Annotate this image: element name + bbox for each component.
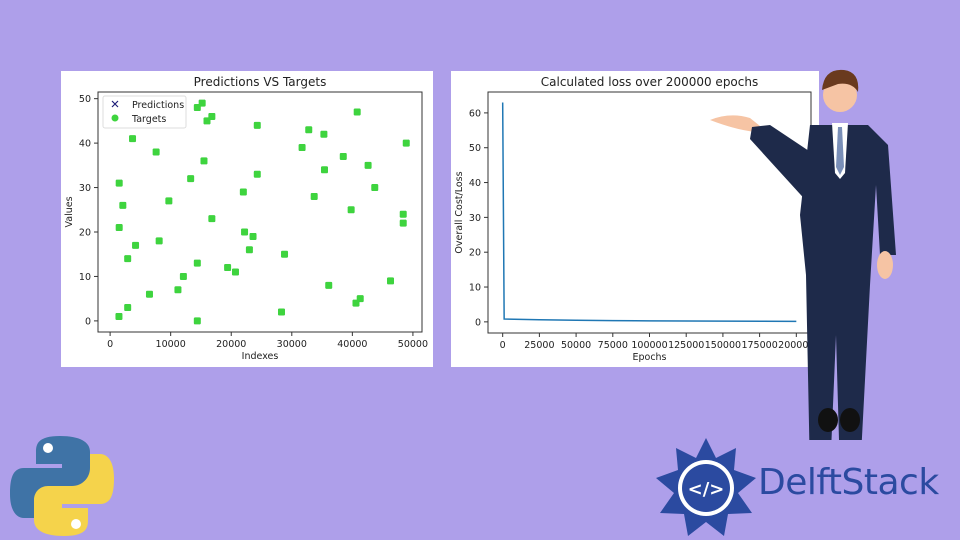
target-point [320,166,328,174]
x-tick-label: 0 [500,340,506,351]
target-point [399,219,407,227]
target-point [241,228,249,236]
chart-title: Predictions VS Targets [194,75,327,89]
target-point [305,126,313,134]
y-tick-label: 40 [79,139,91,150]
target-point [281,250,289,258]
x-tick-label: 125000 [668,340,704,351]
loss-chart: 0 25000 50000 75000 100000 125000 150000 175000… [454,75,814,363]
x-axis-label: Epochs [632,352,666,363]
loss-line [501,102,797,323]
presenter-illustration [710,69,896,440]
y-tick-label: 10 [469,283,481,294]
target-point [119,201,127,209]
chart-title: Calculated loss over 200000 epochs [541,75,758,89]
x-axis-label: Indexes [242,351,279,362]
y-axis-label: Values [64,196,75,227]
target-point [310,192,318,200]
scatter-chart: 0 10000 20000 30000 40000 50000 0 10 20 30 40 50 Pre… [64,75,428,362]
target-point [253,170,261,178]
target-point [320,130,328,138]
target-point [245,246,253,254]
y-tick-label: 30 [469,213,481,224]
target-point [193,259,201,267]
x-tick-label: 150000 [705,340,741,351]
target-point [356,295,364,303]
target-point [132,241,140,249]
target-point [339,152,347,160]
y-tick-label: 30 [79,183,91,194]
brand-name: DelftStack [758,462,939,503]
target-point [200,157,208,165]
target-point [402,139,410,147]
target-point [387,277,395,285]
x-tick-label: 175000 [741,340,777,351]
target-point [115,179,123,187]
x-tick-label: 40000 [337,339,367,350]
target-point [298,144,306,152]
target-point [198,99,206,107]
target-point [115,312,123,320]
y-tick-label: 20 [469,248,481,259]
x-tick-label: 75000 [598,340,628,351]
y-tick-label: 60 [469,108,481,119]
target-point [179,272,187,280]
legend-predictions-label: Predictions [132,100,184,111]
x-tick-label: 20000 [216,339,246,350]
target-point [152,148,160,156]
target-point [145,290,153,298]
y-tick-label: 0 [85,316,91,327]
y-tick-label: 0 [475,317,481,328]
target-point [231,268,239,276]
axes-frame [97,91,423,333]
target-point [364,161,372,169]
x-tick-label: 50000 [561,340,591,351]
target-point [277,308,285,316]
python-logo [10,436,114,536]
target-point [208,215,216,223]
target-point [224,264,232,272]
target-point [253,121,261,129]
target-point [124,255,132,263]
target-point [187,175,195,183]
target-point [124,304,132,312]
target-point [353,108,361,116]
target-point [399,210,407,218]
delftstack-logo: </> [656,438,756,536]
target-point [165,197,173,205]
y-tick-label: 50 [79,94,91,105]
x-tick-label: 10000 [156,339,186,350]
y-tick-label: 50 [469,143,481,154]
target-point [208,112,216,120]
scatter-chart-panel: 0 10000 20000 30000 40000 50000 0 10 20 30 40 50 Pre… [61,71,433,367]
target-point [174,286,182,294]
x-tick-label: 25000 [524,340,554,351]
target-point [239,188,247,196]
target-point [325,281,333,289]
target-point [155,237,163,245]
target-point [371,184,379,192]
brand-logo-code: </> [688,479,725,500]
legend-predictions-marker [111,100,119,108]
x-tick-label: 100000 [631,340,667,351]
loss-chart-panel: 0 25000 50000 75000 100000 125000 150000 175000… [451,71,819,367]
legend-box [102,95,187,129]
y-tick-label: 20 [79,228,91,239]
x-tick-label: 0 [107,339,113,350]
y-tick-label: 10 [79,272,91,283]
target-point [193,317,201,325]
y-axis-label: Overall Cost/Loss [454,171,465,253]
legend-targets-label: Targets [131,114,166,125]
x-tick-label: 200000 [778,340,814,351]
target-point [249,232,257,240]
target-point [347,206,355,214]
y-tick-label: 40 [469,178,481,189]
x-tick-label: 30000 [277,339,307,350]
x-tick-label: 50000 [398,339,428,350]
target-point [115,224,123,232]
legend-targets-marker [111,114,119,122]
target-point [129,135,137,143]
